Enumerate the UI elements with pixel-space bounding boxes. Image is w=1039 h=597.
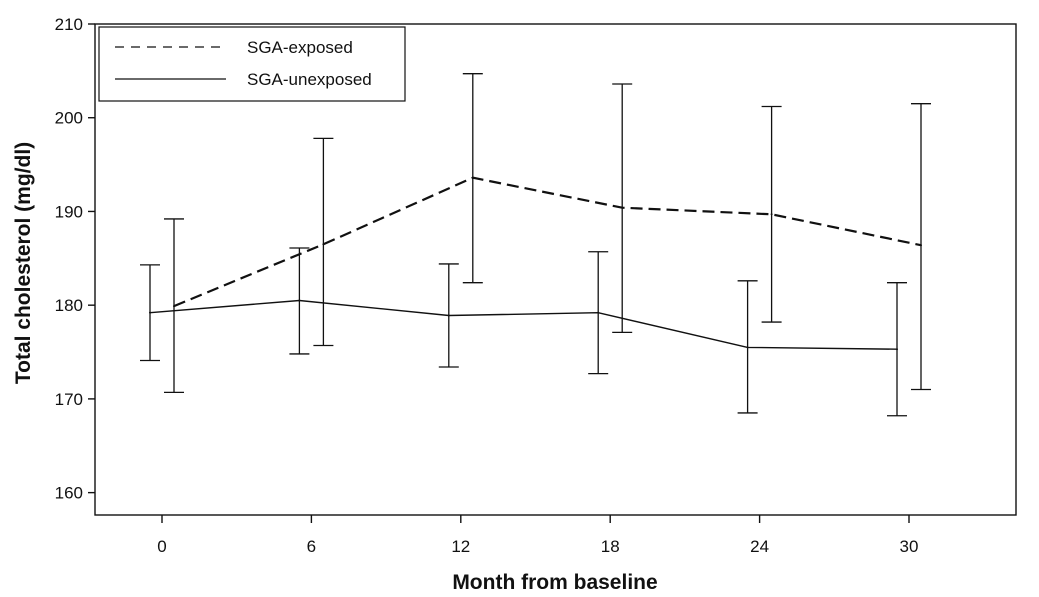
data-point [770,213,773,216]
x-tick-label: 18 [601,537,620,556]
data-point [322,243,325,246]
x-tick-label: 6 [307,537,316,556]
error-bar [313,137,334,347]
legend-box [98,26,406,102]
series-line [149,299,898,350]
y-tick-label: 170 [55,390,83,409]
data-point [173,305,175,308]
error-bar [911,103,931,391]
data-point [621,206,624,209]
y-axis-title: Total cholesterol (mg/dl) [12,142,35,384]
y-axis: 160 170 180 190 200 210 [55,15,95,503]
data-point [447,314,450,317]
series-line [173,176,922,308]
series-layer [140,73,931,417]
x-axis: 0 6 12 18 24 30 [157,515,918,556]
data-point [471,176,474,179]
legend-label-unexposed: SGA-unexposed [247,70,372,89]
y-tick-label: 200 [55,109,83,128]
data-point [896,348,898,351]
y-tick-label: 160 [55,484,83,503]
data-point [920,244,922,247]
y-tick-label: 180 [55,296,83,315]
x-tick-label: 12 [451,537,470,556]
legend-label-exposed: SGA-exposed [247,38,353,57]
y-tick-label: 210 [55,15,83,34]
data-point [746,346,749,349]
plot-frame [94,23,1017,516]
legend: SGA-exposed SGA-unexposed [98,26,406,102]
data-point [149,311,151,314]
data-point [298,299,301,302]
x-tick-label: 0 [157,537,166,556]
series-sga-unexposed [140,247,907,417]
x-tick-label: 24 [750,537,769,556]
series-sga-exposed [164,73,931,393]
y-tick-label: 190 [55,202,83,221]
x-tick-label: 30 [900,537,919,556]
data-point [597,311,600,314]
x-axis-title: Month from baseline [452,571,657,594]
